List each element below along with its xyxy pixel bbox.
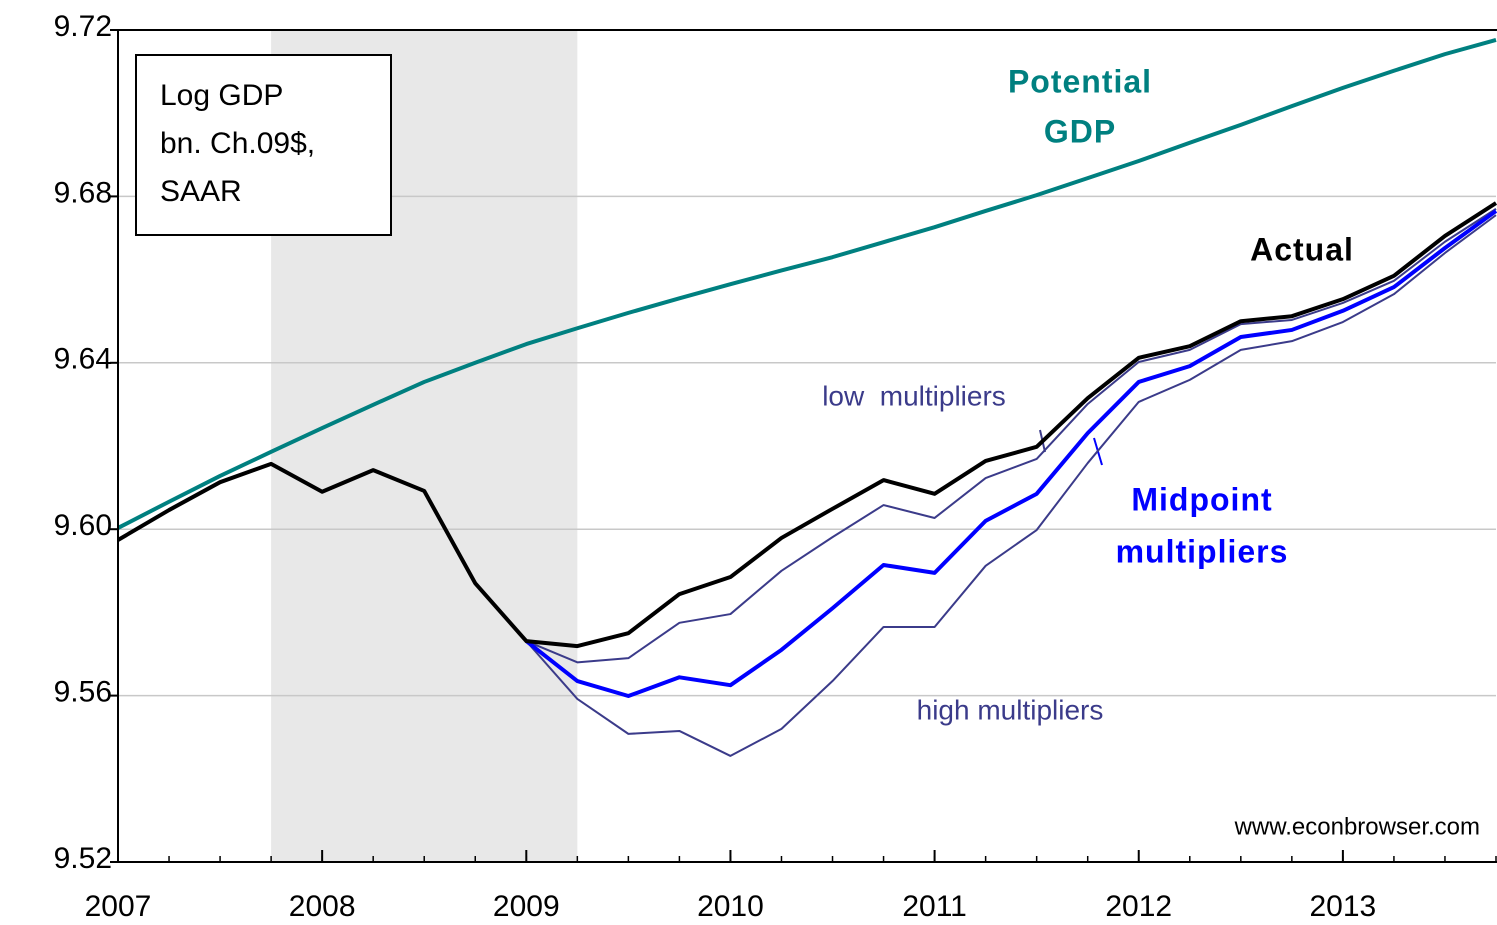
annotation: Actual: [1250, 231, 1354, 267]
y-tick-label: 9.60: [54, 509, 112, 542]
series-line: [525, 208, 1497, 664]
x-tick-label: 2008: [289, 890, 356, 923]
y-tick-label: 9.68: [54, 176, 112, 209]
annotation: multipliers: [1116, 533, 1289, 569]
legend-box: [135, 54, 392, 236]
annotation: SAAR: [160, 175, 242, 208]
x-tick-label: 2013: [1310, 890, 1377, 923]
x-tick-label: 2009: [493, 890, 560, 923]
series-line: [117, 38, 1497, 530]
x-tick-label: 2010: [697, 890, 764, 923]
y-tick-label: 9.64: [54, 343, 112, 376]
annotation: Potential: [1008, 63, 1152, 99]
x-tick-label: 2012: [1105, 890, 1172, 923]
plot-frame: [117, 29, 1497, 863]
y-tick-label: 9.56: [54, 676, 112, 709]
x-tick-label: 2007: [85, 890, 152, 923]
annotation: high multipliers: [917, 694, 1104, 725]
series-line: [525, 214, 1497, 757]
annotation: www.econbrowser.com: [1234, 813, 1480, 840]
series-line: [525, 209, 1497, 699]
annotation: low multipliers: [822, 380, 1006, 411]
y-tick-label: 9.72: [54, 10, 112, 43]
annotation: GDP: [1044, 113, 1116, 149]
series-line: [116, 201, 1497, 649]
y-tick-label: 9.52: [54, 842, 112, 875]
annotation: Midpoint: [1131, 481, 1272, 517]
annotation: bn. Ch.09$,: [160, 127, 315, 160]
annotation: Log GDP: [160, 79, 283, 112]
x-tick-label: 2011: [902, 890, 967, 923]
